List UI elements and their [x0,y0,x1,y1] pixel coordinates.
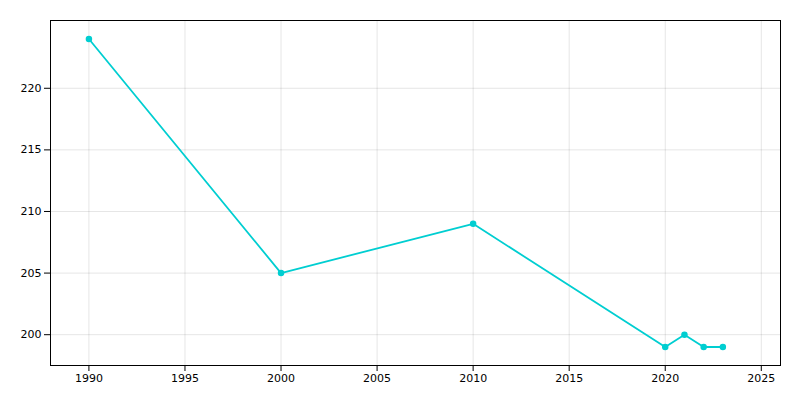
svg-text:2005: 2005 [363,372,391,385]
svg-text:220: 220 [21,82,42,95]
svg-text:200: 200 [21,328,42,341]
svg-text:215: 215 [21,143,42,156]
svg-text:205: 205 [21,267,42,280]
svg-text:2000: 2000 [267,372,295,385]
svg-text:1995: 1995 [171,372,199,385]
svg-text:2025: 2025 [747,372,775,385]
svg-text:210: 210 [21,205,42,218]
svg-text:1990: 1990 [75,372,103,385]
svg-text:2010: 2010 [459,372,487,385]
svg-text:2020: 2020 [651,372,679,385]
svg-text:2015: 2015 [555,372,583,385]
